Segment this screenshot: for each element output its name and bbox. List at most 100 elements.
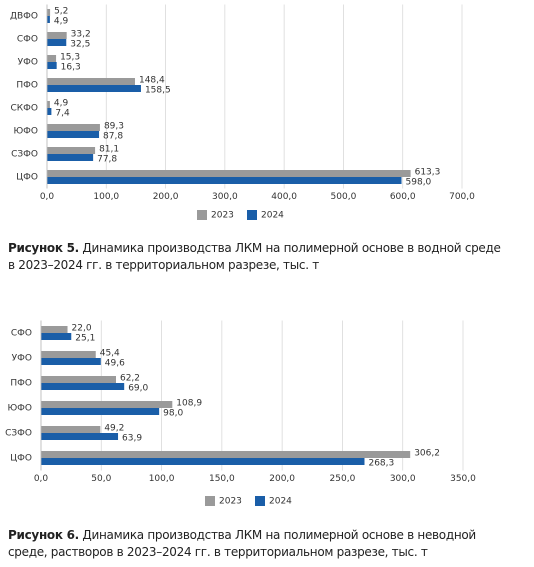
value-label: 81,1: [99, 145, 119, 155]
bar: [47, 124, 100, 131]
value-label: 25,1: [75, 334, 95, 344]
legend-label: 2024: [261, 211, 284, 221]
bar: [47, 39, 67, 46]
x-tick-label: 200,0: [153, 192, 179, 202]
bar: [47, 170, 411, 177]
value-label: 4,9: [54, 99, 69, 109]
value-label: 63,9: [122, 434, 142, 444]
y-tick-label: СФО: [11, 329, 32, 339]
bar: [41, 433, 119, 440]
x-tick-label: 600,0: [390, 192, 416, 202]
value-label: 32,5: [70, 40, 90, 50]
bar: [47, 131, 100, 138]
y-tick-label: ПФО: [10, 379, 32, 389]
x-tick-label: 250,0: [330, 474, 356, 484]
bar: [47, 62, 57, 69]
value-label: 7,4: [55, 109, 70, 119]
bar: [41, 376, 116, 383]
legend-swatch: [255, 496, 265, 506]
bar: [47, 55, 57, 62]
y-tick-label: СЗФО: [11, 150, 38, 160]
y-tick-label: СЗФО: [5, 429, 32, 439]
legend-swatch: [205, 496, 215, 506]
x-tick-label: 100,0: [149, 474, 175, 484]
x-tick-label: 700,0: [449, 192, 475, 202]
bar: [41, 426, 101, 433]
bar: [47, 108, 52, 115]
bar: [41, 351, 96, 358]
x-tick-label: 300,0: [390, 474, 416, 484]
bar: [41, 451, 411, 458]
caption: Рисунок 6. Динамика производства ЛКМ на …: [8, 527, 508, 561]
caption-label: Рисунок 5.: [8, 241, 79, 255]
value-label: 108,9: [176, 399, 202, 409]
x-tick-label: 0,0: [34, 474, 49, 484]
legend-swatch: [197, 210, 207, 220]
caption-label: Рисунок 6.: [8, 528, 79, 542]
bar: [41, 401, 173, 408]
bar: [47, 177, 402, 184]
value-label: 158,5: [145, 86, 171, 96]
y-tick-label: СФО: [17, 35, 38, 45]
value-label: 45,4: [100, 349, 120, 359]
value-label: 306,2: [414, 449, 440, 459]
value-label: 49,2: [104, 424, 124, 434]
value-label: 4,9: [54, 17, 69, 27]
x-tick-label: 300,0: [212, 192, 238, 202]
caption: Рисунок 5. Динамика производства ЛКМ на …: [8, 240, 508, 274]
value-label: 16,3: [61, 63, 81, 73]
y-tick-label: УФО: [18, 58, 38, 68]
x-tick-label: 100,0: [93, 192, 119, 202]
bar: [41, 333, 72, 340]
x-tick-label: 400,0: [271, 192, 297, 202]
y-tick-label: ЮФО: [13, 127, 38, 137]
x-tick-label: 350,0: [450, 474, 476, 484]
legend-label: 2023: [219, 497, 242, 507]
bar: [41, 408, 160, 415]
value-label: 33,2: [71, 30, 91, 40]
value-label: 598,0: [406, 178, 432, 188]
value-label: 62,2: [120, 374, 140, 384]
x-tick-label: 0,0: [40, 192, 55, 202]
bar: [47, 101, 50, 108]
value-label: 98,0: [163, 409, 183, 419]
value-label: 77,8: [97, 155, 117, 165]
value-label: 49,6: [105, 359, 125, 369]
value-label: 89,3: [104, 122, 124, 132]
bar: [47, 147, 96, 154]
value-label: 15,3: [60, 53, 80, 63]
legend-swatch: [247, 210, 257, 220]
y-tick-label: УФО: [12, 354, 32, 364]
value-label: 5,2: [54, 7, 68, 17]
bar: [47, 154, 94, 161]
y-tick-label: ДВФО: [10, 12, 38, 22]
value-label: 148,4: [139, 76, 165, 86]
caption-text: Динамика производства ЛКМ на полимерной …: [8, 241, 501, 272]
x-tick-label: 200,0: [269, 474, 295, 484]
bar: [47, 16, 50, 23]
value-label: 22,0: [72, 324, 92, 334]
value-label: 613,3: [415, 168, 441, 178]
bar: [41, 383, 125, 390]
y-tick-label: СКФО: [10, 104, 38, 114]
bar: [41, 458, 365, 465]
value-label: 69,0: [128, 384, 148, 394]
x-tick-label: 150,0: [209, 474, 235, 484]
bar: [41, 326, 68, 333]
bar: [47, 9, 51, 16]
x-tick-label: 50,0: [91, 474, 111, 484]
caption-text: Динамика производства ЛКМ на полимерной …: [8, 528, 476, 559]
value-label: 87,8: [103, 132, 123, 142]
y-tick-label: ПФО: [16, 81, 38, 91]
bar: [47, 85, 141, 92]
y-tick-label: ЦФО: [10, 454, 32, 464]
y-tick-label: ЦФО: [16, 173, 38, 183]
y-tick-label: ЮФО: [7, 404, 32, 414]
bar: [41, 358, 101, 365]
value-label: 268,3: [368, 459, 394, 469]
bar: [47, 32, 67, 39]
legend-label: 2023: [211, 211, 234, 221]
x-tick-label: 500,0: [331, 192, 357, 202]
